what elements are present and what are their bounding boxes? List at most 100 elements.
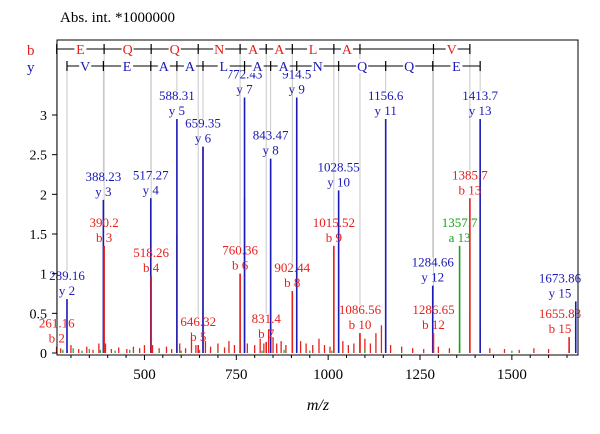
peak-mz-label: 390.2 bbox=[89, 215, 118, 230]
peak-ion-label: y 5 bbox=[169, 103, 185, 118]
x-tick-label: 1500 bbox=[497, 367, 527, 383]
b-ladder-residue-bg bbox=[307, 42, 320, 56]
peak-ion-label: a 13 bbox=[449, 230, 471, 245]
x-tick-label: 750 bbox=[225, 367, 248, 383]
y-ladder-residue-bg bbox=[217, 59, 230, 73]
y-ladder-residue-bg bbox=[79, 59, 92, 73]
b-ladder-residue-bg bbox=[340, 42, 353, 56]
y-ladder-residue: L bbox=[219, 60, 228, 75]
y-tick-label: 1 bbox=[40, 268, 47, 283]
peak-ion-label: b 7 bbox=[258, 326, 275, 341]
peak-mz-label: 518.26 bbox=[133, 245, 169, 260]
plot-frame bbox=[56, 39, 579, 356]
peak-mz-label: 1357.7 bbox=[442, 215, 478, 230]
b-ladder-residue: E bbox=[76, 43, 85, 58]
peak-mz-label: 1673.86 bbox=[539, 270, 582, 285]
b-ladder-residue-bg bbox=[121, 42, 134, 56]
b-ladder-residue-bg bbox=[213, 42, 226, 56]
peak-ion-label: y 7 bbox=[236, 82, 253, 97]
peak-ion-label: b 3 bbox=[96, 230, 112, 245]
y-ladder-residue-bg bbox=[121, 59, 134, 73]
b-ladder-residue-bg bbox=[168, 42, 181, 56]
y-tick-label: 3 bbox=[40, 109, 47, 124]
b-ladder-residue: L bbox=[309, 43, 318, 58]
y-ladder-residue-bg bbox=[356, 59, 369, 73]
b-ladder-residue-bg bbox=[74, 42, 87, 56]
peak-ion-label: y 10 bbox=[327, 174, 350, 189]
y-ladder-residue: Q bbox=[404, 60, 414, 75]
peak-mz-label: 1655.83 bbox=[539, 306, 581, 321]
peak-ion-label: y 3 bbox=[95, 184, 111, 199]
axes: 0 0.5 1 1.5 2 2.5 3 500 750 1000 1250 1500 bbox=[30, 109, 568, 383]
peak-mz-label: 517.27 bbox=[133, 167, 169, 182]
peak-ion-label: b 5 bbox=[190, 329, 206, 344]
guide-lines bbox=[56, 50, 481, 319]
peak-ion-label: y 4 bbox=[143, 182, 160, 197]
y-tick-label: 2 bbox=[40, 188, 47, 203]
b-ladder-residue-bg bbox=[247, 42, 260, 56]
peak-ion-label: b 8 bbox=[284, 275, 300, 290]
b-ladder-residue-bg bbox=[445, 42, 458, 56]
y-ladder-residue: Q bbox=[357, 60, 367, 75]
y-tick-label: 1.5 bbox=[30, 228, 48, 243]
b-ladder-residue: N bbox=[214, 43, 224, 58]
peak-ion-label: y 12 bbox=[421, 270, 444, 285]
peak-mz-label: 646.32 bbox=[180, 314, 216, 329]
peak-mz-label: 831.4 bbox=[252, 311, 282, 326]
peak-ion-label: b 9 bbox=[326, 230, 342, 245]
y-ladder-residue-bg bbox=[450, 59, 463, 73]
peak-ion-label: b 15 bbox=[549, 321, 572, 336]
y-ladder-residue: E bbox=[452, 60, 461, 75]
peak-mz-label: 843.47 bbox=[253, 128, 289, 143]
sequence-ladder: E Q Q N A A L A VV E A A L A A N Q Q E bbox=[56, 42, 481, 75]
peak-mz-label: 1385.7 bbox=[452, 167, 488, 182]
y-axis-title: Abs. int. *1000000 bbox=[60, 10, 175, 26]
x-axis-title: m/z bbox=[307, 397, 330, 414]
x-tick-label: 1250 bbox=[405, 367, 435, 383]
y-ladder-residue-bg bbox=[251, 59, 264, 73]
b-ladder-residue: Q bbox=[123, 43, 133, 58]
peak-mz-label: 902.44 bbox=[274, 260, 310, 275]
y-ladder-residue: E bbox=[123, 60, 132, 75]
peak-mz-label: 1028.55 bbox=[318, 159, 360, 174]
x-tick-label: 1000 bbox=[313, 367, 343, 383]
peak-mz-label: 659.35 bbox=[185, 116, 221, 131]
peak-ion-label: b 13 bbox=[458, 182, 481, 197]
y-ladder-residue-bg bbox=[277, 59, 290, 73]
y-ladder-residue: A bbox=[185, 60, 196, 75]
peak-labels: 289.16y 2 388.23y 3 517.27y 4 588.31y 5659.… bbox=[39, 67, 582, 346]
b-ladder-residue: A bbox=[248, 43, 259, 58]
b-ladder-residue: V bbox=[447, 43, 457, 58]
peak-ion-label: y 15 bbox=[549, 285, 572, 300]
peak-mz-label: 1086.56 bbox=[339, 302, 382, 317]
peak-ion-label: y 8 bbox=[263, 143, 279, 158]
y-ladder-residue-bg bbox=[311, 59, 324, 73]
peak-ion-label: b 6 bbox=[232, 258, 249, 273]
y-ladder-residue-bg bbox=[183, 59, 196, 73]
peak-ion-label: y 13 bbox=[469, 103, 492, 118]
peak-mz-label: 1413.7 bbox=[462, 88, 498, 103]
y-ladder-residue-bg bbox=[157, 59, 170, 73]
y-ladder-residue: N bbox=[313, 60, 323, 75]
peak-ion-label: y 2 bbox=[59, 283, 75, 298]
peak-mz-label: 289.16 bbox=[49, 268, 85, 283]
b-ladder-residue-bg bbox=[273, 42, 286, 56]
y-ladder-residue: A bbox=[159, 60, 170, 75]
y-ladder-residue: A bbox=[253, 60, 264, 75]
y-ladder-residue-bg bbox=[403, 59, 416, 73]
y-ladder-residue: V bbox=[80, 60, 90, 75]
peak-mz-label: 1015.52 bbox=[313, 215, 355, 230]
peak-mz-label: 1286.65 bbox=[412, 302, 454, 317]
peak-ion-label: b 10 bbox=[349, 317, 372, 332]
peak-mz-label: 588.31 bbox=[159, 88, 195, 103]
peak-mz-label: 1156.6 bbox=[368, 88, 404, 103]
peak-bars bbox=[55, 97, 577, 353]
y-ladder-residue: A bbox=[279, 60, 290, 75]
peak-ion-label: y 9 bbox=[289, 82, 305, 97]
x-tick-label: 500 bbox=[133, 367, 156, 383]
b-ladder-label: b bbox=[27, 43, 35, 59]
peak-ion-label: b 12 bbox=[422, 317, 445, 332]
peak-mz-label: 760.36 bbox=[222, 243, 258, 258]
b-ladder-residue: A bbox=[342, 43, 353, 58]
